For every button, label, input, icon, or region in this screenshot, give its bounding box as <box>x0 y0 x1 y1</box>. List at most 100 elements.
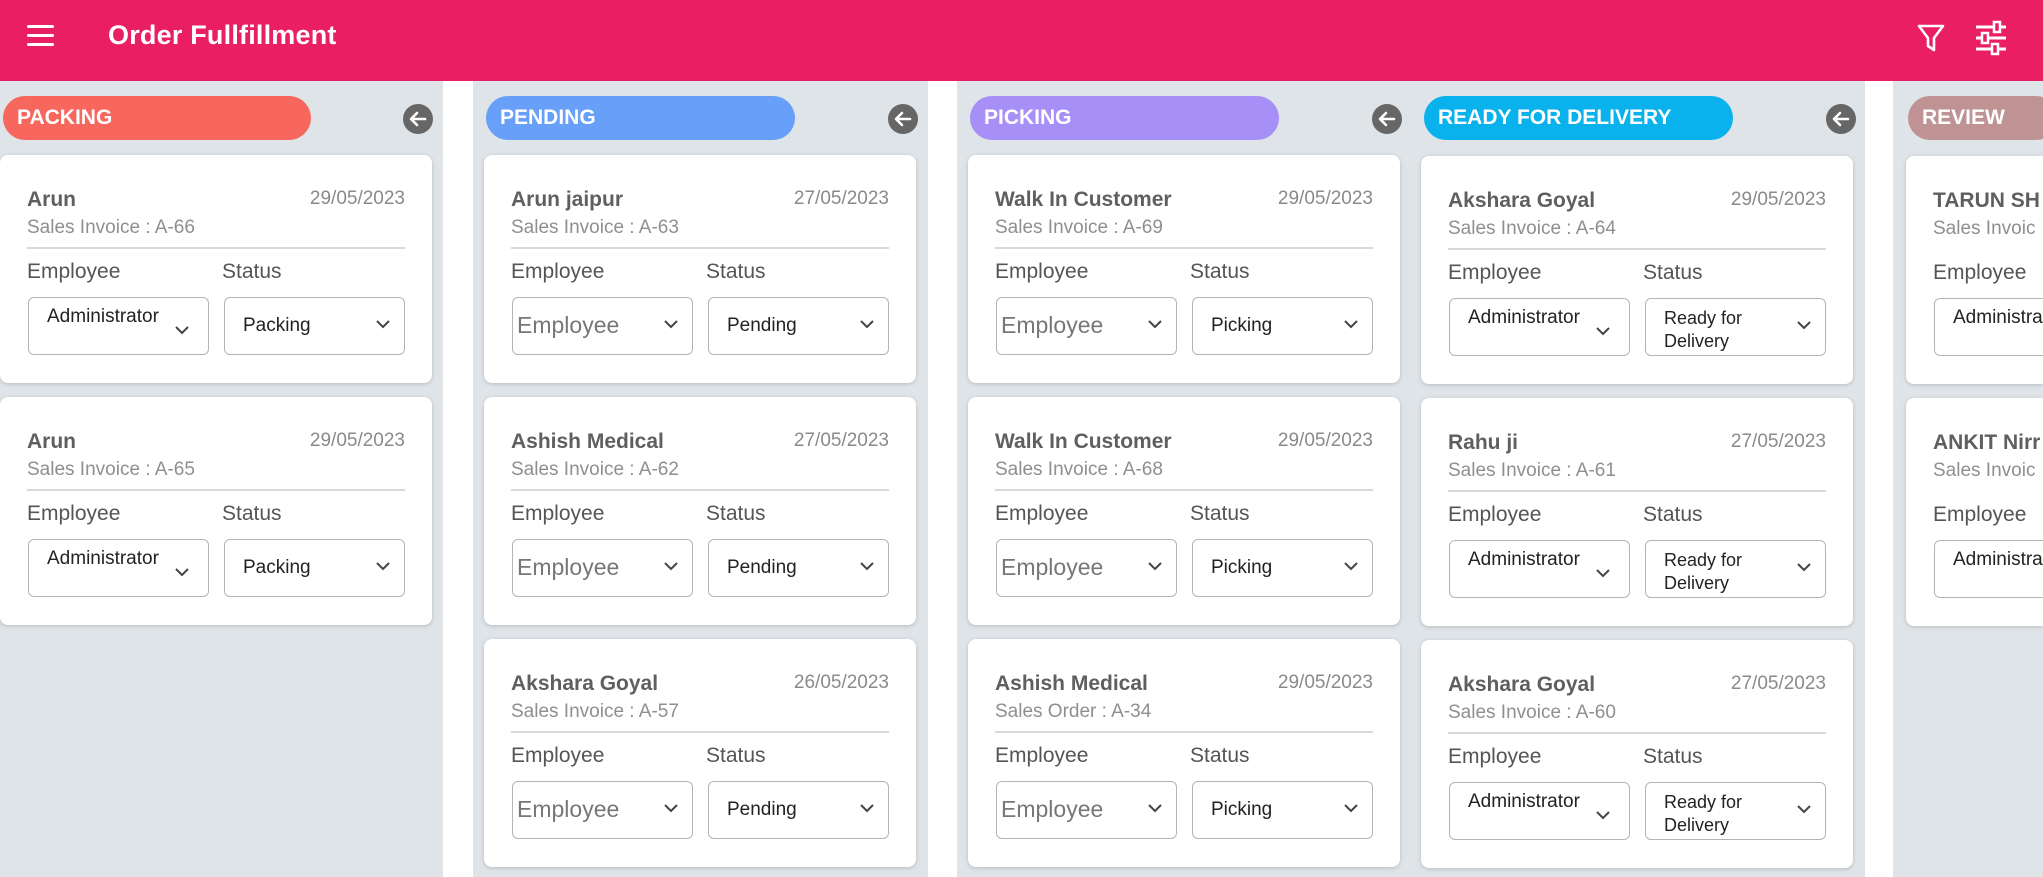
order-card[interactable]: Walk In Customer 29/05/2023 Sales Invoic… <box>968 155 1400 383</box>
chevron-down-icon <box>1596 327 1610 336</box>
status-label: Status <box>1643 503 1703 526</box>
employee-dropdown[interactable]: Employee <box>996 781 1177 839</box>
chevron-down-icon <box>1148 804 1162 813</box>
employee-label: Employee <box>511 502 605 525</box>
order-card[interactable]: Arun 29/05/2023 Sales Invoice : A-66 Emp… <box>0 155 432 383</box>
employee-dropdown[interactable]: Administra <box>1934 298 2043 356</box>
divider <box>511 731 889 733</box>
collapse-picking-button[interactable] <box>1372 104 1402 134</box>
status-dropdown[interactable]: Packing <box>224 297 405 355</box>
employee-label: Employee <box>511 260 605 283</box>
status-dropdown[interactable]: Ready for Delivery <box>1645 782 1826 840</box>
status-dropdown[interactable]: Pending <box>708 781 889 839</box>
status-label: Status <box>222 260 282 283</box>
status-label: Status <box>706 260 766 283</box>
order-card[interactable]: Rahu ji 27/05/2023 Sales Invoice : A-61 … <box>1421 398 1853 626</box>
chevron-down-icon <box>1797 563 1811 572</box>
status-dropdown[interactable]: Packing <box>224 539 405 597</box>
chevron-down-icon <box>175 326 189 335</box>
employee-dropdown[interactable]: Administrator <box>28 297 209 355</box>
employee-label: Employee <box>27 502 121 525</box>
document-number: Sales Invoice : A-60 <box>1448 702 1616 723</box>
app-bar: Order Fullfillment <box>0 0 2043 81</box>
employee-dropdown[interactable]: Employee <box>512 781 693 839</box>
collapse-pending-button[interactable] <box>888 104 918 134</box>
employee-dropdown[interactable]: Administrator <box>1449 782 1630 840</box>
order-card[interactable]: Arun jaipur 27/05/2023 Sales Invoice : A… <box>484 155 916 383</box>
collapse-packing-button[interactable] <box>403 104 433 134</box>
customer-name: Rahu ji <box>1448 431 1519 454</box>
order-card[interactable]: Ashish Medical 27/05/2023 Sales Invoice … <box>484 397 916 625</box>
status-dropdown[interactable]: Picking <box>1192 297 1373 355</box>
customer-name: Arun <box>27 188 76 211</box>
customer-name: Akshara Goyal <box>1448 189 1596 212</box>
order-card[interactable]: Ashish Medical 29/05/2023 Sales Order : … <box>968 639 1400 867</box>
chevron-down-icon <box>1344 320 1358 329</box>
employee-placeholder: Employee <box>517 554 620 580</box>
employee-dropdown[interactable]: Administra <box>1934 540 2043 598</box>
sliders-icon[interactable] <box>1974 20 2008 56</box>
customer-name: Akshara Goyal <box>511 672 659 695</box>
status-value: Ready for Delivery <box>1664 550 1743 593</box>
document-number: Sales Invoice : A-61 <box>1448 460 1616 481</box>
status-label: Status <box>706 744 766 767</box>
order-card[interactable]: Akshara Goyal 29/05/2023 Sales Invoice :… <box>1421 156 1853 384</box>
employee-label: Employee <box>1933 503 2027 526</box>
status-dropdown[interactable]: Picking <box>1192 781 1373 839</box>
chevron-down-icon <box>175 568 189 577</box>
document-number: Sales Invoice : A-65 <box>27 459 195 480</box>
chevron-down-icon <box>1148 320 1162 329</box>
divider <box>1448 248 1826 250</box>
customer-name: Ashish Medical <box>995 672 1148 695</box>
order-card[interactable]: Arun 29/05/2023 Sales Invoice : A-65 Emp… <box>0 397 432 625</box>
employee-dropdown[interactable]: Employee <box>996 297 1177 355</box>
status-dropdown[interactable]: Pending <box>708 539 889 597</box>
order-card[interactable]: Akshara Goyal 27/05/2023 Sales Invoice :… <box>1421 640 1853 868</box>
order-date: 27/05/2023 <box>1730 673 1826 694</box>
collapse-ready-for-delivery-button[interactable] <box>1826 104 1856 134</box>
chevron-down-icon <box>1797 805 1811 814</box>
status-dropdown[interactable]: Picking <box>1192 539 1373 597</box>
order-card[interactable]: Walk In Customer 29/05/2023 Sales Invoic… <box>968 397 1400 625</box>
status-value: Picking <box>1211 315 1273 336</box>
employee-dropdown[interactable]: Administrator <box>28 539 209 597</box>
status-label: Status <box>1190 744 1250 767</box>
employee-dropdown[interactable]: Employee <box>512 297 693 355</box>
page-title: Order Fullfillment <box>108 20 337 50</box>
customer-name: Walk In Customer <box>995 188 1172 211</box>
lane-header-ready-for-delivery: READY FOR DELIVERY <box>1424 96 1733 140</box>
status-dropdown[interactable]: Pending <box>708 297 889 355</box>
lane-header-packing: PACKING <box>3 96 311 140</box>
order-date: 29/05/2023 <box>1730 189 1826 210</box>
employee-placeholder: Employee <box>1001 796 1104 822</box>
document-number: Sales Invoice : A-63 <box>511 217 679 238</box>
menu-icon[interactable] <box>27 25 54 47</box>
employee-label: Employee <box>995 502 1089 525</box>
status-value: Pending <box>727 557 797 578</box>
order-card[interactable]: Akshara Goyal 26/05/2023 Sales Invoice :… <box>484 639 916 867</box>
employee-dropdown[interactable]: Employee <box>996 539 1177 597</box>
order-date: 29/05/2023 <box>1277 430 1373 451</box>
arrow-left-circle-icon <box>1378 111 1396 127</box>
employee-dropdown[interactable]: Administrator <box>1449 540 1630 598</box>
filter-icon[interactable] <box>1916 22 1946 54</box>
chevron-down-icon <box>860 320 874 329</box>
status-dropdown[interactable]: Ready for Delivery <box>1645 540 1826 598</box>
employee-value: Administrator <box>1468 307 1580 328</box>
status-value: Packing <box>243 557 311 578</box>
employee-label: Employee <box>995 260 1089 283</box>
order-date: 29/05/2023 <box>309 188 405 209</box>
status-dropdown[interactable]: Ready for Delivery <box>1645 298 1826 356</box>
customer-name: Walk In Customer <box>995 430 1172 453</box>
chevron-down-icon <box>1797 321 1811 330</box>
status-label: Status <box>1643 745 1703 768</box>
employee-dropdown[interactable]: Administrator <box>1449 298 1630 356</box>
order-card[interactable]: TARUN SH Sales Invoic Employee Administr… <box>1906 156 2043 384</box>
employee-placeholder: Employee <box>517 312 620 338</box>
lane-header-review: REVIEW <box>1908 96 2043 140</box>
employee-dropdown[interactable]: Employee <box>512 539 693 597</box>
employee-label: Employee <box>995 744 1089 767</box>
chevron-down-icon <box>1596 569 1610 578</box>
document-number: Sales Invoic <box>1933 460 2036 481</box>
order-card[interactable]: ANKIT Nirr Sales Invoic Employee Adminis… <box>1906 398 2043 626</box>
